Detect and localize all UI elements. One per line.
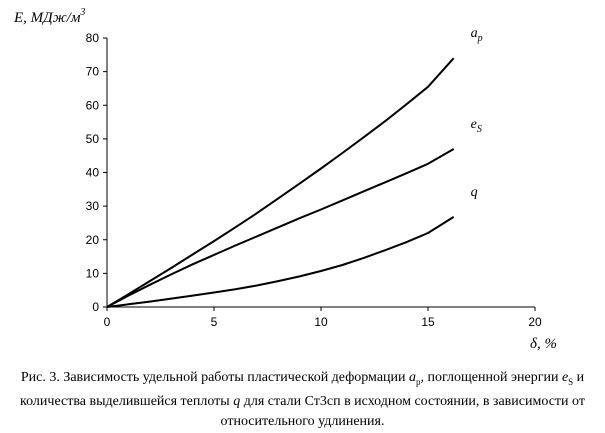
x-axis-label: δ, % — [530, 336, 557, 352]
y-tick-label: 70 — [86, 65, 100, 79]
caption-symbol-e: e — [561, 370, 569, 385]
x-tick-label: 5 — [211, 315, 218, 329]
caption-text-2: , поглощенной энергии — [420, 370, 562, 385]
y-tick-label: 0 — [92, 300, 99, 314]
caption-symbol-a-sub: p — [416, 376, 421, 387]
caption-symbol-e-sub: S — [568, 376, 574, 387]
x-tick-label: 10 — [314, 315, 328, 329]
caption-text-4: для стали Ст3сп в исходном состоянии, в … — [220, 393, 585, 429]
y-tick-label: 80 — [86, 31, 100, 45]
series-label-q: q — [471, 185, 478, 200]
series-line-q — [106, 216, 455, 308]
y-tick-label: 40 — [86, 166, 100, 180]
axes: 0 10 20 30 40 50 60 70 80 0 5 10 15 20 — [86, 31, 542, 329]
y-tick-label: 30 — [86, 199, 100, 213]
caption-text-1: Рис. 3. Зависимость удельной работы плас… — [20, 370, 410, 385]
series-layer: ap eS q — [106, 26, 483, 308]
caption-symbol-q: q — [233, 393, 241, 409]
y-axis-label: E, МДж/м3 — [13, 7, 85, 26]
figure-caption: Рис. 3. Зависимость удельной работы плас… — [20, 368, 585, 432]
y-tick-label: 60 — [86, 98, 100, 112]
series-label-a: ap — [471, 26, 483, 44]
y-tick-label: 50 — [86, 132, 100, 146]
series-label-e: eS — [471, 117, 482, 135]
series-line-a — [106, 57, 455, 308]
x-tick-label: 0 — [104, 315, 111, 329]
y-tick-label: 10 — [86, 266, 100, 280]
x-tick-label: 15 — [421, 315, 435, 329]
x-tick-label: 20 — [528, 315, 542, 329]
line-chart: E, МДж/м3 0 10 20 30 40 50 60 70 80 0 5 10 15 20 ap eS… — [13, 7, 557, 352]
y-tick-label: 20 — [86, 233, 100, 247]
series-line-e — [106, 148, 455, 308]
caption-text-3: и количества выделившейся теплоты — [20, 370, 585, 409]
caption-symbol-a: a — [409, 370, 417, 385]
